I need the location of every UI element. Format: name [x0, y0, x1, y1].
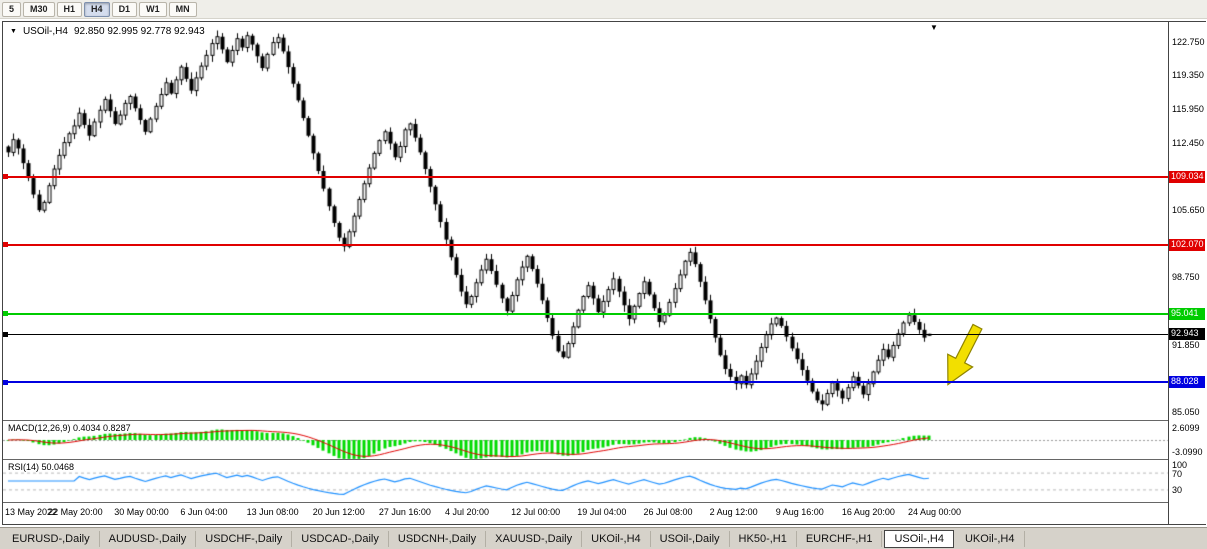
chart-tab-eurchf-h1[interactable]: EURCHF-,H1: [797, 530, 883, 547]
timeframe-button-5[interactable]: 5: [2, 1, 22, 17]
timeframe-button-h1[interactable]: H1: [56, 1, 83, 17]
time-axis-label: 16 Aug 20:00: [841, 507, 895, 517]
price-badge-95-041: 95.041: [1169, 307, 1205, 320]
chart-symbol-timeframe: USOil-,H4: [22, 26, 68, 37]
time-axis[interactable]: 13 May 2022 22 May 20:00 30 May 00:00 6 Jun…: [3, 504, 1168, 524]
time-axis-label: 4 Jul 20:00: [445, 507, 490, 517]
line-handle[interactable]: [3, 331, 8, 337]
rsi-axis-level: 70: [1172, 468, 1183, 479]
time-axis-label: 12 Jul 00:00: [511, 507, 561, 517]
chart-tab-bar: EURUSD-,Daily AUDUSD-,Daily USDCHF-,Daily U…: [0, 527, 1207, 549]
rsi-axis-level: 100: [1172, 460, 1188, 470]
chart-tab-xauusd-daily[interactable]: XAUUSD-,Daily: [486, 530, 583, 547]
time-axis-label: 30 May 00:00: [114, 507, 169, 517]
chart-tab-usdcad-daily[interactable]: USDCAD-,Daily: [292, 530, 389, 547]
price-axis[interactable]: 122.750 119.350 115.950 112.450 105.650 98.75…: [1169, 22, 1207, 524]
time-axis-label: 20 Jun 12:00: [312, 507, 365, 517]
time-axis-label: 27 Jun 16:00: [378, 507, 431, 517]
chart-tab-hk50-h1[interactable]: HK50-,H1: [730, 530, 797, 547]
chart-tab-ukoil-h4[interactable]: UKOil-,H4: [582, 530, 651, 547]
line-handle[interactable]: [3, 242, 8, 248]
chart-tab-usdchf-daily[interactable]: USDCHF-,Daily: [196, 530, 293, 547]
macd-axis-min: -3.0990: [1172, 447, 1203, 457]
price-axis-separator: [1168, 22, 1169, 524]
pane-separator[interactable]: [3, 459, 1206, 460]
symbol-marker-icon: ▼: [10, 28, 17, 35]
price-badge-102-070: 102.070: [1169, 238, 1205, 251]
chart-shift-marker-icon[interactable]: ▼: [930, 23, 938, 32]
pane-separator[interactable]: [3, 502, 1206, 503]
line-handle[interactable]: [3, 311, 8, 317]
price-axis-label: 122.750: [1172, 37, 1205, 48]
chart-tab-audusd-daily[interactable]: AUDUSD-,Daily: [100, 530, 197, 547]
chart-tab-usdcnh-daily[interactable]: USDCNH-,Daily: [389, 530, 487, 547]
timeframe-button-mn[interactable]: MN: [168, 1, 197, 17]
chart-tab-eurusd-daily[interactable]: EURUSD-,Daily: [3, 530, 100, 547]
price-badge-92-943: 92.943: [1169, 328, 1205, 341]
horizontal-line-102-070[interactable]: [3, 243, 1168, 246]
horizontal-line-92-943[interactable]: [3, 333, 1168, 335]
line-handle[interactable]: [3, 379, 8, 385]
rsi-indicator-label: RSI(14) 50.0468: [8, 462, 75, 472]
timeframe-button-d1[interactable]: D1: [111, 1, 138, 17]
yellow-down-arrow-annotation[interactable]: [936, 318, 988, 396]
rsi-axis-level: 30: [1172, 485, 1183, 496]
pane-separator[interactable]: [3, 420, 1206, 421]
price-axis-label: 98.750: [1172, 272, 1200, 283]
price-axis-label: 115.950: [1172, 103, 1204, 114]
price-axis-label: 85.050: [1172, 406, 1200, 417]
time-axis-label: 2 Aug 12:00: [709, 507, 758, 517]
timeframe-button-w1[interactable]: W1: [139, 1, 167, 17]
timeframe-button-h4[interactable]: H4: [84, 1, 110, 17]
time-axis-label: 26 Jul 08:00: [643, 507, 693, 517]
horizontal-line-95-041[interactable]: [3, 312, 1168, 315]
chart-tab-usoil-h4[interactable]: USOil-,H4: [884, 529, 954, 548]
chart-tab-usoil-daily[interactable]: USOil-,Daily: [651, 530, 730, 547]
chart-tab-ukoil-h4[interactable]: UKOil-,H4: [956, 530, 1025, 547]
time-axis-label: 6 Jun 04:00: [180, 507, 228, 517]
price-axis-label: 91.850: [1172, 340, 1200, 350]
arrow-shape: [947, 323, 983, 386]
horizontal-line-109-034[interactable]: [3, 175, 1168, 178]
price-chart-plot[interactable]: [3, 22, 1169, 503]
time-axis-label: 13 May 2022: [5, 507, 58, 517]
line-handle[interactable]: [3, 174, 8, 180]
time-axis-label: 24 Aug 00:00: [908, 507, 962, 517]
timeframe-toolbar: 5 M30 H1 H4 D1 W1 MN: [0, 0, 1207, 19]
timeframe-button-m30[interactable]: M30: [23, 1, 55, 17]
price-axis-label: 105.650: [1172, 204, 1205, 215]
price-badge-88-028: 88.028: [1169, 376, 1205, 389]
macd-indicator-label: MACD(12,26,9) 0.4034 0.8287: [8, 423, 131, 433]
horizontal-line-88-028[interactable]: [3, 381, 1168, 384]
time-axis-label: 13 Jun 08:00: [246, 507, 299, 517]
time-axis-label: 22 May 20:00: [48, 507, 103, 517]
price-axis-label: 112.450: [1172, 138, 1204, 149]
price-badge-109-034: 109.034: [1169, 170, 1205, 183]
chart-ohlc-values: 92.850 92.995 92.778 92.943: [73, 26, 205, 37]
time-axis-label: 9 Aug 16:00: [775, 507, 824, 517]
price-axis-label: 119.350: [1172, 70, 1204, 81]
time-axis-label: 19 Jul 04:00: [577, 507, 627, 517]
chart-title: ▼ USOil-,H4 92.850 92.995 92.778 92.943: [10, 26, 205, 37]
macd-axis-max: 2.6099: [1172, 423, 1200, 433]
